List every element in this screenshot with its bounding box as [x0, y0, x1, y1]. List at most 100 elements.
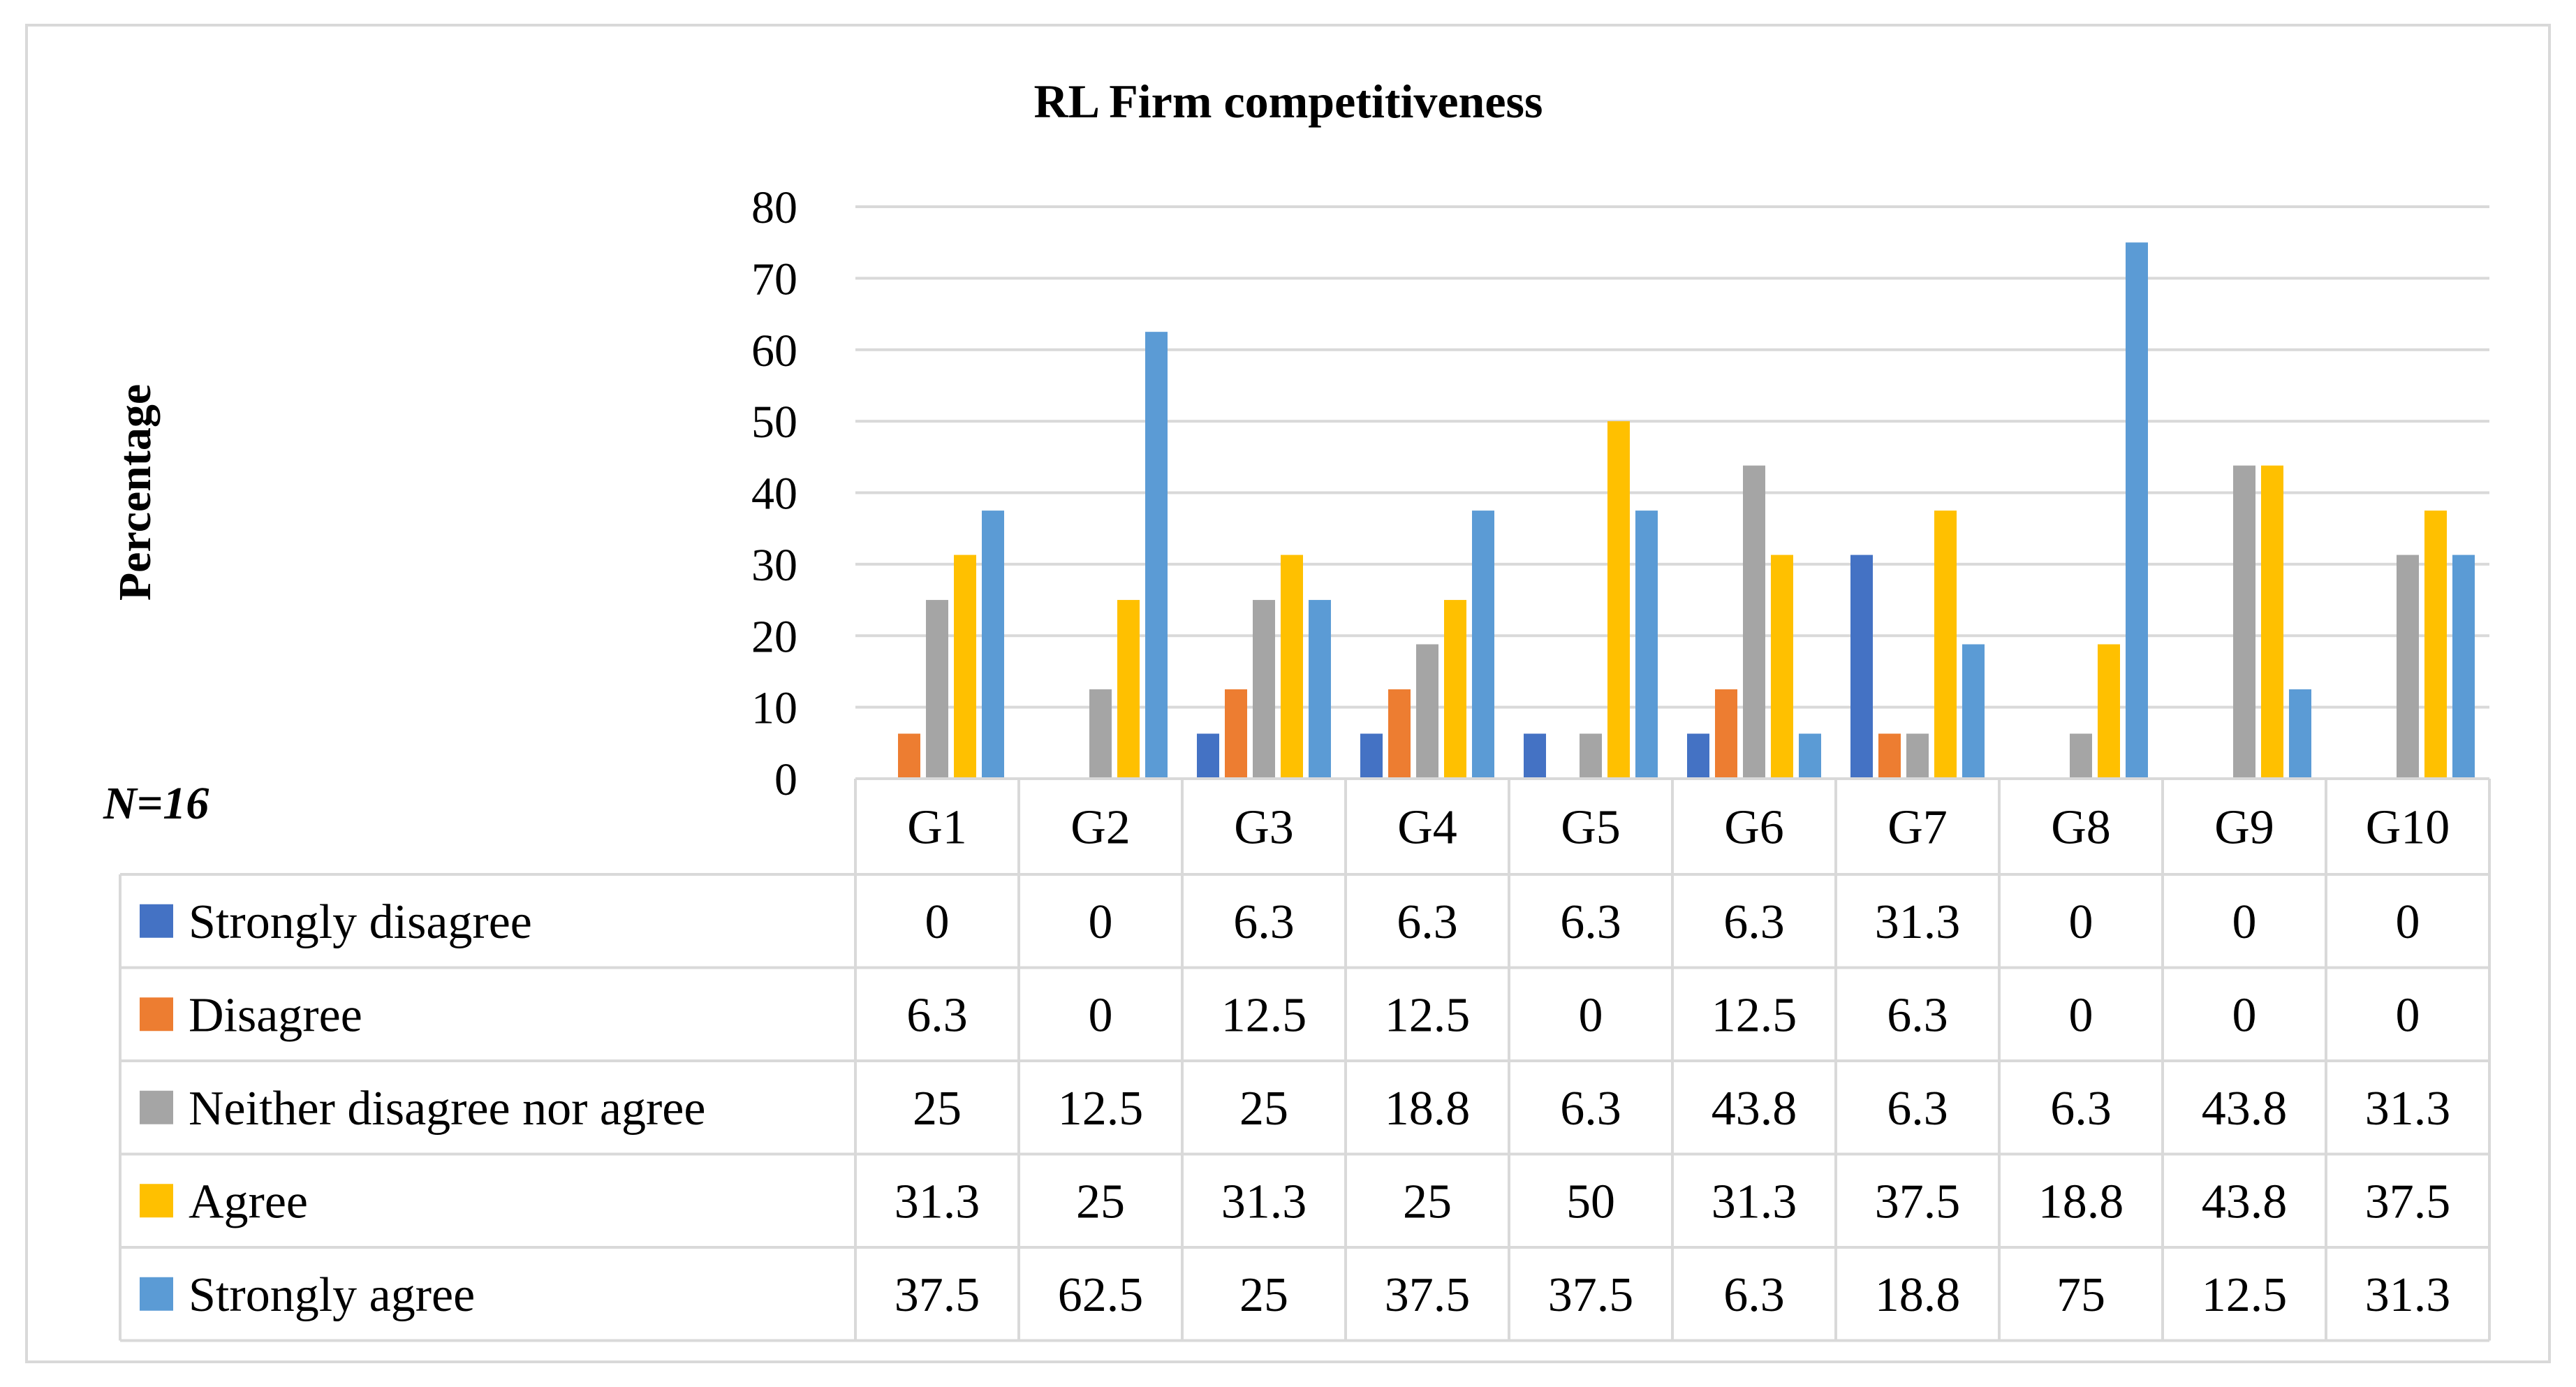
bar-g6-strongly-disagree	[1687, 733, 1709, 779]
y-tick-label: 10	[751, 683, 797, 734]
bar-g4-disagree	[1388, 689, 1411, 779]
bar-g5-neither-disagree-nor-agree	[1580, 733, 1602, 779]
bar-g5-agree	[1607, 421, 1630, 779]
table-cell: 12.5	[1221, 988, 1307, 1042]
bar-g3-disagree	[1225, 689, 1247, 779]
table-cell: 25	[1239, 1082, 1288, 1136]
category-label: G9	[2214, 801, 2274, 855]
table-cell: 0	[2069, 895, 2093, 949]
bar-g4-neither-disagree-nor-agree	[1416, 644, 1438, 779]
bar-g10-agree	[2424, 511, 2447, 779]
table-cell: 43.8	[2202, 1082, 2288, 1136]
table-cell: 12.5	[1712, 988, 1797, 1042]
bar-g3-agree	[1281, 555, 1303, 779]
bar-g7-neither-disagree-nor-agree	[1906, 733, 1929, 779]
y-tick-label: 30	[751, 540, 797, 591]
bar-g6-agree	[1771, 555, 1793, 779]
table-cell: 18.8	[2038, 1175, 2124, 1228]
legend-label: Strongly agree	[189, 1268, 475, 1322]
category-label: G8	[2051, 801, 2111, 855]
bar-g4-agree	[1444, 600, 1466, 779]
table-cell: 37.5	[1385, 1268, 1471, 1322]
bar-g6-strongly-agree	[1799, 733, 1821, 779]
table-cell: 12.5	[1385, 988, 1471, 1042]
table-cell: 0	[925, 895, 950, 949]
category-label: G6	[1724, 801, 1784, 855]
y-tick-label: 80	[751, 182, 797, 233]
table-cell: 6.3	[1887, 988, 1948, 1042]
bar-g2-strongly-agree	[1145, 332, 1168, 779]
table-cell: 31.3	[2365, 1082, 2451, 1136]
table-cell: 75	[2056, 1268, 2105, 1322]
table-cell: 37.5	[1548, 1268, 1634, 1322]
table-cell: 12.5	[2202, 1268, 2288, 1322]
table-cell: 6.3	[906, 988, 968, 1042]
y-tick-label: 70	[751, 254, 797, 304]
table-cell: 6.3	[1723, 1268, 1785, 1322]
bar-g7-strongly-agree	[1962, 644, 1985, 779]
category-label: G7	[1887, 801, 1948, 855]
bar-g10-strongly-agree	[2452, 555, 2475, 779]
bar-g9-neither-disagree-nor-agree	[2233, 465, 2255, 779]
category-label: G3	[1234, 801, 1294, 855]
table-cell: 37.5	[895, 1268, 980, 1322]
table-cell: 25	[1076, 1175, 1125, 1228]
bar-g6-neither-disagree-nor-agree	[1743, 465, 1765, 779]
data-table: G1 G2 G3 G4 G5 G6 G7 G8 G9 G10 Strongly disagree 0 0…	[119, 777, 2491, 1342]
table-cell: 0	[2396, 895, 2420, 949]
bar-g7-agree	[1934, 511, 1957, 779]
table-cell: 0	[2232, 895, 2257, 949]
y-axis-ticks: 0 10 20 30 40 50 60 70 80	[751, 182, 797, 805]
table-cell: 18.8	[1875, 1268, 1961, 1322]
bar-g1-agree	[954, 555, 976, 779]
table-cell: 25	[913, 1082, 962, 1136]
table-cell: 6.3	[2050, 1082, 2112, 1136]
table-cell: 6.3	[1723, 895, 1785, 949]
table-cell: 6.3	[1560, 1082, 1621, 1136]
legend-swatch	[140, 997, 173, 1032]
table-cell: 6.3	[1397, 895, 1458, 949]
y-axis-label: Percentage	[110, 384, 161, 601]
category-label: G4	[1397, 801, 1457, 855]
bar-g7-disagree	[1878, 733, 1901, 779]
bar-g8-strongly-agree	[2126, 242, 2148, 779]
table-cell: 31.3	[895, 1175, 980, 1228]
table-cell: 43.8	[1712, 1082, 1797, 1136]
bar-g3-strongly-disagree	[1197, 733, 1219, 779]
bar-g3-strongly-agree	[1309, 600, 1331, 779]
table-cell: 62.5	[1058, 1268, 1144, 1322]
table-cell: 12.5	[1058, 1082, 1144, 1136]
table-cell: 0	[2232, 988, 2257, 1042]
bar-g9-agree	[2261, 465, 2283, 779]
category-label: G10	[2366, 801, 2450, 855]
legend-label: Strongly disagree	[189, 895, 532, 949]
table-cell: 0	[1579, 988, 1603, 1042]
chart-title: RL Firm competitiveness	[1034, 75, 1543, 128]
bar-g6-disagree	[1715, 689, 1737, 779]
bar-g1-disagree	[898, 733, 920, 779]
table-cell: 25	[1239, 1268, 1288, 1322]
sample-size-note: N=16	[103, 778, 209, 829]
legend-swatch	[140, 1277, 173, 1311]
bar-g4-strongly-agree	[1472, 511, 1494, 779]
bar-g7-strongly-disagree	[1850, 555, 1873, 779]
bar-g2-neither-disagree-nor-agree	[1089, 689, 1112, 779]
table-cell: 25	[1403, 1175, 1452, 1228]
table-cell: 18.8	[1385, 1082, 1471, 1136]
bar-g5-strongly-agree	[1635, 511, 1658, 779]
bar-g1-neither-disagree-nor-agree	[926, 600, 948, 779]
table-cell: 37.5	[1875, 1175, 1961, 1228]
bars	[898, 242, 2475, 779]
y-tick-label: 0	[774, 754, 797, 805]
bar-g5-strongly-disagree	[1524, 733, 1546, 779]
y-tick-label: 60	[751, 325, 797, 376]
bar-g9-strongly-agree	[2289, 689, 2311, 779]
table-cell: 31.3	[1712, 1175, 1797, 1228]
bar-g2-agree	[1117, 600, 1140, 779]
category-label: G5	[1561, 801, 1621, 855]
table-cell: 6.3	[1887, 1082, 1948, 1136]
y-tick-label: 20	[751, 611, 797, 662]
bar-g8-neither-disagree-nor-agree	[2070, 733, 2092, 779]
legend-label: Agree	[189, 1175, 308, 1228]
